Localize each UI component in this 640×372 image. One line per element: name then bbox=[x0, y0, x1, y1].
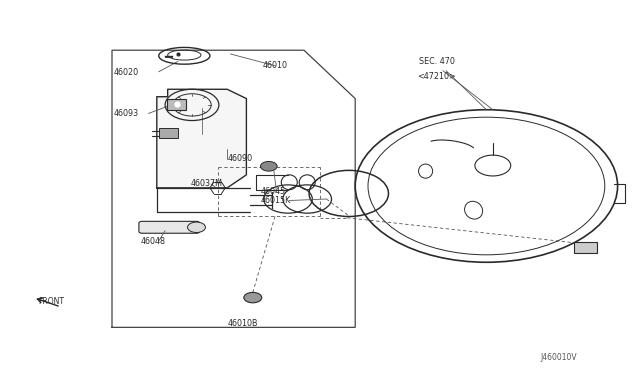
FancyBboxPatch shape bbox=[167, 99, 186, 110]
Text: SEC. 470: SEC. 470 bbox=[419, 57, 454, 66]
FancyBboxPatch shape bbox=[159, 128, 178, 138]
Circle shape bbox=[188, 222, 205, 232]
Text: <47210>: <47210> bbox=[417, 72, 456, 81]
Text: 46090: 46090 bbox=[227, 154, 252, 163]
FancyBboxPatch shape bbox=[574, 242, 597, 253]
Circle shape bbox=[244, 292, 262, 303]
Text: 46045: 46045 bbox=[261, 187, 286, 196]
Text: 46048: 46048 bbox=[141, 237, 166, 246]
Text: 46015K: 46015K bbox=[261, 196, 291, 205]
Text: 46093: 46093 bbox=[114, 109, 139, 118]
Polygon shape bbox=[157, 89, 246, 188]
Text: 46010: 46010 bbox=[262, 61, 287, 70]
Text: FRONT: FRONT bbox=[38, 297, 65, 306]
Text: J460010V: J460010V bbox=[541, 353, 577, 362]
Text: 46037M: 46037M bbox=[191, 179, 223, 187]
Text: 46010B: 46010B bbox=[227, 319, 258, 328]
Text: 46020: 46020 bbox=[114, 68, 139, 77]
FancyBboxPatch shape bbox=[139, 221, 200, 233]
Circle shape bbox=[260, 161, 277, 171]
